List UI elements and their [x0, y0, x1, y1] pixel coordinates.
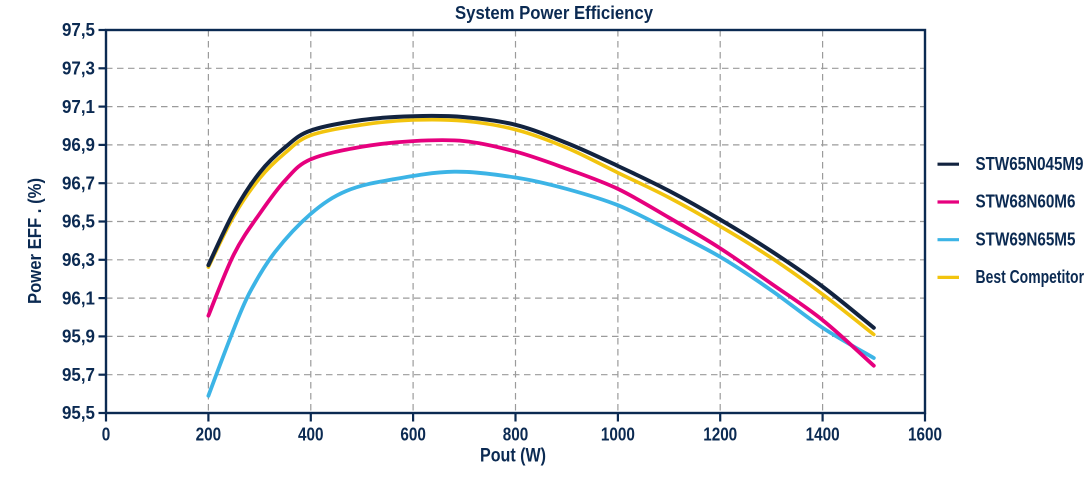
svg-text:Power EFF . (%): Power EFF . (%) [25, 178, 45, 304]
svg-text:0: 0 [102, 425, 111, 445]
svg-text:97,3: 97,3 [62, 59, 95, 79]
svg-text:95,9: 95,9 [62, 327, 95, 347]
svg-text:Best Competitor: Best Competitor [976, 267, 1085, 287]
svg-text:1200: 1200 [703, 425, 737, 445]
svg-text:800: 800 [503, 425, 529, 445]
svg-text:96,9: 96,9 [62, 135, 95, 155]
svg-text:97,5: 97,5 [62, 20, 95, 40]
svg-text:200: 200 [196, 425, 222, 445]
svg-text:1000: 1000 [601, 425, 635, 445]
svg-text:STW65N045M9: STW65N045M9 [976, 154, 1084, 174]
svg-text:96,5: 96,5 [62, 212, 95, 232]
svg-text:STW68N60M6: STW68N60M6 [976, 192, 1076, 212]
svg-text:1400: 1400 [806, 425, 840, 445]
svg-text:96,1: 96,1 [62, 288, 95, 308]
svg-text:96,3: 96,3 [62, 250, 95, 270]
svg-text:1600: 1600 [908, 425, 942, 445]
svg-text:400: 400 [298, 425, 324, 445]
svg-text:96,7: 96,7 [62, 173, 95, 193]
svg-text:97,1: 97,1 [62, 97, 95, 117]
svg-text:System Power Efficiency: System Power Efficiency [455, 3, 653, 23]
svg-text:600: 600 [400, 425, 426, 445]
svg-text:STW69N65M5: STW69N65M5 [976, 229, 1076, 249]
svg-text:Pout (W): Pout (W) [480, 446, 546, 467]
svg-text:95,7: 95,7 [62, 365, 95, 385]
svg-text:95,5: 95,5 [62, 403, 95, 423]
